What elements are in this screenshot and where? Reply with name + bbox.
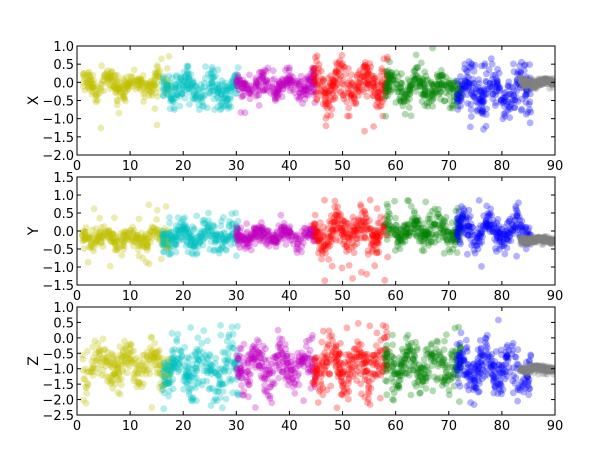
x-tick-label: 20 bbox=[175, 159, 192, 174]
y-tick-label: −1.5 bbox=[42, 279, 74, 294]
series-segment-4 bbox=[309, 196, 391, 285]
subplot-y: 0 10 20 30 40 50 60 70 80 90 −1.5 −1.0 −0.5 0.0 0.5 1.0… bbox=[26, 171, 563, 304]
x-tick-label: 20 bbox=[175, 419, 192, 434]
series-segment-6 bbox=[453, 55, 535, 133]
series-segment-3 bbox=[233, 326, 320, 411]
x-tick-label: 60 bbox=[387, 419, 404, 434]
y-tick-label: 0.0 bbox=[53, 76, 74, 91]
x-tick-label: 0 bbox=[73, 159, 81, 174]
x-tick-label: 10 bbox=[122, 289, 139, 304]
x-tick-label: 0 bbox=[73, 419, 81, 434]
y-tick-label: 1.0 bbox=[53, 189, 74, 204]
series-segment-6 bbox=[453, 197, 534, 270]
x-tick-label: 10 bbox=[122, 419, 139, 434]
series-segment-2 bbox=[158, 322, 242, 413]
y-tick-label: 1.0 bbox=[53, 301, 74, 316]
x-tick-label: 80 bbox=[494, 159, 511, 174]
y-tick-label: −1.5 bbox=[42, 131, 74, 146]
x-tick-label: 70 bbox=[441, 289, 458, 304]
y-tick-label: 0.5 bbox=[53, 58, 74, 73]
series-segment-6 bbox=[453, 316, 535, 408]
series-segment-7 bbox=[517, 75, 555, 93]
x-tick-label: 40 bbox=[281, 419, 298, 434]
series-segment-2 bbox=[158, 62, 243, 113]
series-segment-2 bbox=[158, 209, 242, 260]
series-segment-4 bbox=[310, 320, 391, 412]
series-segment-1 bbox=[79, 333, 174, 411]
series-segment-5 bbox=[381, 197, 465, 257]
y-tick-label: −1.0 bbox=[42, 261, 74, 276]
series-segment-5 bbox=[382, 46, 466, 120]
y-tick-label: 1.5 bbox=[53, 171, 74, 186]
x-tick-label: 40 bbox=[281, 159, 298, 174]
x-tick-label: 90 bbox=[547, 289, 564, 304]
x-tick-label: 60 bbox=[387, 159, 404, 174]
x-tick-label: 40 bbox=[281, 289, 298, 304]
series-segment-1 bbox=[79, 201, 174, 270]
x-tick-label: 30 bbox=[228, 289, 245, 304]
y-tick-label: 0.0 bbox=[53, 332, 74, 347]
y-tick-label: −2.0 bbox=[42, 394, 74, 409]
y-tick-label: 0.5 bbox=[53, 316, 74, 331]
x-tick-label: 50 bbox=[334, 289, 351, 304]
y-tick-label: 0.5 bbox=[53, 207, 74, 222]
y-axis-label: Z bbox=[26, 356, 42, 366]
y-tick-label: −1.0 bbox=[42, 363, 74, 378]
y-axis-label: Y bbox=[26, 226, 42, 236]
scatter-points bbox=[79, 316, 555, 413]
y-tick-label: −0.5 bbox=[42, 347, 74, 362]
scatter-points bbox=[79, 196, 555, 285]
y-tick-label: −1.0 bbox=[42, 113, 74, 128]
x-tick-label: 90 bbox=[547, 159, 564, 174]
x-tick-label: 70 bbox=[441, 159, 458, 174]
x-tick-label: 30 bbox=[228, 159, 245, 174]
series-segment-3 bbox=[233, 64, 320, 117]
series-segment-1 bbox=[79, 53, 174, 132]
subplot-x: 0 10 20 30 40 50 60 70 80 90 −2.0 −1.5 −1.0 −0.5 0.0 0.… bbox=[26, 40, 563, 174]
scatter-points bbox=[79, 46, 555, 135]
y-tick-label: −0.5 bbox=[42, 95, 74, 110]
series-segment-5 bbox=[381, 323, 465, 405]
x-tick-label: 30 bbox=[228, 419, 245, 434]
y-tick-label: −2.0 bbox=[42, 149, 74, 164]
series-segment-3 bbox=[233, 211, 320, 256]
subplot-z: 0 10 20 30 40 50 60 70 80 90−2.5−2.0−1.5−1.0−0.50… bbox=[26, 301, 563, 434]
y-axis-label: X bbox=[26, 95, 42, 105]
x-tick-label: 0 bbox=[73, 289, 81, 304]
y-tick-label: −1.5 bbox=[42, 378, 74, 393]
x-tick-label: 80 bbox=[494, 289, 511, 304]
series-segment-7 bbox=[517, 362, 555, 378]
x-tick-label: 20 bbox=[175, 289, 192, 304]
x-tick-label: 90 bbox=[547, 419, 564, 434]
series-segment-7 bbox=[517, 233, 555, 249]
x-tick-label: 50 bbox=[334, 159, 351, 174]
x-tick-label: 50 bbox=[334, 419, 351, 434]
y-tick-label: −2.5 bbox=[42, 409, 74, 424]
axes-frame bbox=[76, 306, 556, 416]
x-tick-label: 10 bbox=[122, 159, 139, 174]
series-segment-4 bbox=[310, 51, 391, 135]
x-tick-label: 60 bbox=[387, 289, 404, 304]
y-tick-label: −0.5 bbox=[42, 243, 74, 258]
x-tick-label: 80 bbox=[494, 419, 511, 434]
y-tick-label: 0.0 bbox=[53, 225, 74, 240]
x-tick-label: 70 bbox=[441, 419, 458, 434]
y-tick-label: 1.0 bbox=[53, 40, 74, 55]
